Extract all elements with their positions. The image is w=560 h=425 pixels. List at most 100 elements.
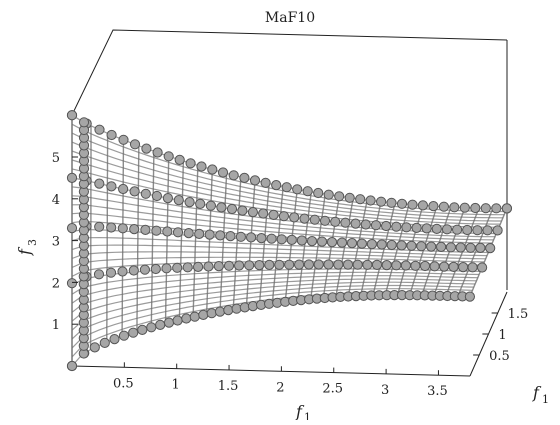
data-point: [95, 179, 104, 188]
data-point: [173, 228, 182, 237]
data-point: [449, 262, 458, 271]
data-point: [337, 238, 346, 247]
data-point: [411, 261, 420, 270]
data-point: [304, 260, 313, 269]
data-point: [204, 262, 213, 271]
y-tick-label: 1: [498, 328, 506, 343]
data-point: [227, 204, 236, 213]
data-point: [67, 361, 76, 370]
data-point: [140, 265, 149, 274]
data-point: [110, 335, 119, 344]
data-point: [197, 162, 206, 171]
data-point: [142, 144, 151, 153]
data-point: [195, 229, 204, 238]
data-point: [152, 191, 161, 200]
data-point: [377, 197, 386, 206]
data-point: [259, 209, 268, 218]
data-point: [471, 203, 480, 212]
data-point: [293, 185, 302, 194]
data-point: [141, 189, 150, 198]
data-point: [486, 244, 495, 253]
data-point: [247, 233, 256, 242]
data-point: [327, 238, 336, 247]
data-markers: [67, 111, 511, 371]
data-point: [387, 198, 396, 207]
data-point: [382, 221, 391, 230]
data-point: [164, 318, 173, 327]
data-point: [402, 223, 411, 232]
data-point: [272, 181, 281, 190]
data-point: [277, 235, 286, 244]
data-point: [130, 187, 139, 196]
data-point: [466, 243, 475, 252]
data-point: [138, 325, 147, 334]
data-point: [427, 242, 436, 251]
data-point: [353, 260, 362, 269]
data-point: [118, 267, 127, 276]
data-point: [147, 323, 156, 332]
data-point: [186, 159, 195, 168]
data-point: [430, 262, 439, 271]
z-axis-label: f 3: [15, 239, 39, 256]
data-point: [483, 226, 492, 235]
data-point: [351, 219, 360, 228]
data-point: [183, 263, 192, 272]
data-point: [372, 260, 381, 269]
data-point: [205, 230, 214, 239]
data-point: [67, 111, 76, 120]
data-point: [94, 270, 103, 279]
data-point: [248, 302, 257, 311]
data-point: [95, 222, 104, 231]
data-point: [460, 203, 469, 212]
data-point: [207, 309, 216, 318]
data-point: [282, 183, 291, 192]
data-point: [331, 217, 340, 226]
data-point: [156, 320, 165, 329]
x-tick-label: 2: [276, 380, 284, 395]
data-point: [290, 213, 299, 222]
data-point: [269, 210, 278, 219]
data-point: [432, 224, 441, 233]
data-point: [275, 260, 284, 269]
z-tick-label: 1: [52, 318, 60, 333]
data-point: [218, 168, 227, 177]
data-point: [267, 234, 276, 243]
z-axis-label-text: f: [15, 246, 34, 256]
data-point: [335, 192, 344, 201]
z-tick-label: 5: [52, 151, 60, 166]
data-point: [216, 231, 225, 240]
data-point: [130, 225, 139, 234]
data-point: [224, 306, 233, 315]
data-point: [446, 243, 455, 252]
surface-mesh-line: [107, 133, 108, 342]
data-point: [476, 243, 485, 252]
data-point: [367, 240, 376, 249]
data-point: [232, 304, 241, 313]
data-point: [307, 237, 316, 246]
data-point: [217, 203, 226, 212]
data-point: [397, 199, 406, 208]
x-tick-label: 1: [172, 378, 180, 393]
data-point: [456, 243, 465, 252]
data-point: [185, 198, 194, 207]
data-point: [371, 221, 380, 230]
data-point: [67, 173, 76, 182]
data-point: [347, 239, 356, 248]
x-axis-line: [72, 366, 470, 376]
data-point: [317, 237, 326, 246]
data-point: [392, 261, 401, 270]
y-axis-label-subscript: 1: [542, 393, 549, 406]
data-point: [248, 208, 257, 217]
data-point: [235, 261, 244, 270]
data-point: [492, 204, 501, 213]
data-point: [224, 261, 233, 270]
data-point: [377, 240, 386, 249]
data-point: [450, 203, 459, 212]
data-point: [341, 218, 350, 227]
data-point: [478, 263, 487, 272]
data-point: [119, 184, 128, 193]
data-point: [412, 223, 421, 232]
data-point: [422, 224, 431, 233]
